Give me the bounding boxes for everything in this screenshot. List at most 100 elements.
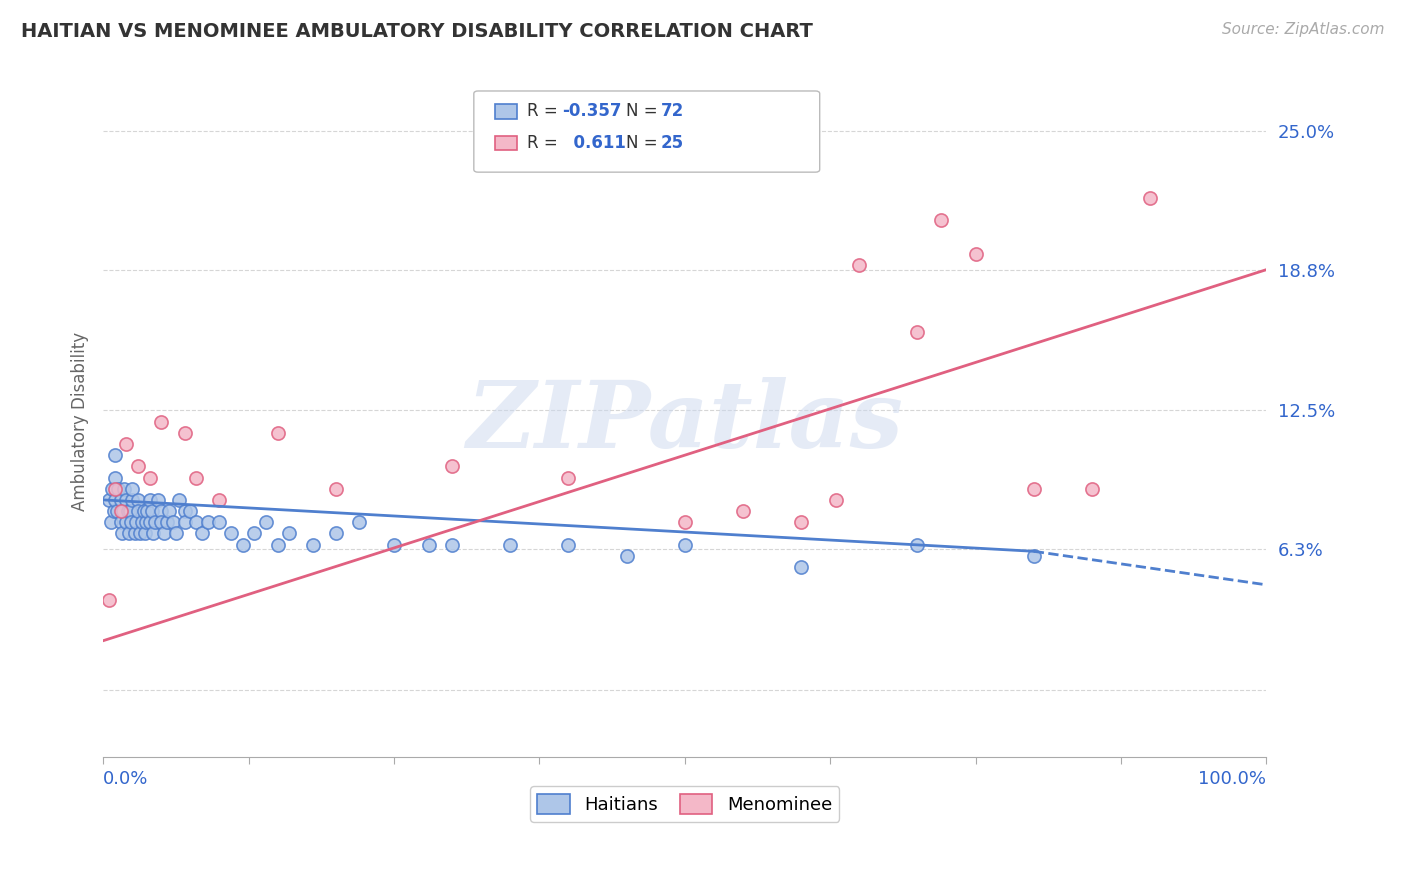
Text: 25: 25 xyxy=(661,134,683,152)
Point xyxy=(110,492,132,507)
Point xyxy=(159,504,181,518)
Point xyxy=(266,425,288,440)
Point xyxy=(243,526,266,541)
Point xyxy=(173,425,195,440)
Text: 0.0%: 0.0% xyxy=(103,771,149,789)
Point xyxy=(186,515,208,529)
Point xyxy=(557,470,579,484)
Text: -0.357: -0.357 xyxy=(562,103,621,120)
Point xyxy=(121,492,143,507)
Point xyxy=(301,538,323,552)
Text: Source: ZipAtlas.com: Source: ZipAtlas.com xyxy=(1222,22,1385,37)
Point xyxy=(266,538,288,552)
Point xyxy=(907,538,929,552)
Point xyxy=(616,549,638,563)
Point xyxy=(107,482,129,496)
Text: 100.0%: 100.0% xyxy=(1198,771,1267,789)
Point xyxy=(103,504,125,518)
Point xyxy=(441,459,464,474)
Point xyxy=(104,482,127,496)
Point xyxy=(156,515,179,529)
Point xyxy=(115,437,138,451)
Point xyxy=(173,515,195,529)
Point xyxy=(197,515,219,529)
Point xyxy=(1022,482,1045,496)
Point xyxy=(135,515,157,529)
Point xyxy=(105,504,128,518)
Point xyxy=(165,526,187,541)
Point xyxy=(347,515,370,529)
Point xyxy=(186,470,208,484)
Text: R =: R = xyxy=(527,103,564,120)
Point xyxy=(150,504,173,518)
Point xyxy=(167,492,190,507)
Point xyxy=(150,515,173,529)
Point xyxy=(110,515,132,529)
Point xyxy=(118,504,141,518)
Point xyxy=(104,448,127,462)
Point xyxy=(673,538,696,552)
Point xyxy=(97,593,120,607)
Point xyxy=(965,247,987,261)
Point xyxy=(219,526,242,541)
Point xyxy=(499,538,522,552)
Point xyxy=(208,492,231,507)
Point xyxy=(325,482,347,496)
Point xyxy=(100,515,122,529)
Point xyxy=(134,526,156,541)
Point xyxy=(127,504,149,518)
Point xyxy=(441,538,464,552)
Text: HAITIAN VS MENOMINEE AMBULATORY DISABILITY CORRELATION CHART: HAITIAN VS MENOMINEE AMBULATORY DISABILI… xyxy=(21,22,813,41)
Point xyxy=(112,482,135,496)
Point xyxy=(125,515,148,529)
Point xyxy=(232,538,254,552)
Point xyxy=(325,526,347,541)
Point xyxy=(120,515,142,529)
Point xyxy=(101,482,124,496)
Point xyxy=(191,526,214,541)
Point xyxy=(110,504,132,518)
Point xyxy=(152,526,174,541)
Point xyxy=(162,515,184,529)
Point xyxy=(127,492,149,507)
Point xyxy=(111,526,134,541)
Point xyxy=(115,515,138,529)
Point xyxy=(1139,191,1161,205)
Point xyxy=(121,482,143,496)
Point xyxy=(254,515,277,529)
Point xyxy=(790,560,813,574)
Point xyxy=(131,515,153,529)
Point xyxy=(132,504,155,518)
Text: 72: 72 xyxy=(661,103,685,120)
Point xyxy=(142,526,165,541)
Text: N =: N = xyxy=(626,134,662,152)
Point xyxy=(111,504,134,518)
Point xyxy=(117,504,139,518)
Point xyxy=(1022,549,1045,563)
Point xyxy=(278,526,301,541)
Point xyxy=(382,538,405,552)
Text: ZIPatlas: ZIPatlas xyxy=(467,376,903,467)
Point xyxy=(115,492,138,507)
Point xyxy=(129,526,152,541)
Point xyxy=(173,504,195,518)
Legend: Haitians, Menominee: Haitians, Menominee xyxy=(530,787,839,822)
Point xyxy=(907,325,929,339)
Point xyxy=(929,213,952,227)
Y-axis label: Ambulatory Disability: Ambulatory Disability xyxy=(72,332,89,511)
Point xyxy=(848,258,870,272)
Point xyxy=(673,515,696,529)
Text: R =: R = xyxy=(527,134,564,152)
Point xyxy=(104,470,127,484)
Text: N =: N = xyxy=(626,103,662,120)
Point xyxy=(825,492,848,507)
Point xyxy=(97,492,120,507)
Point xyxy=(141,504,163,518)
Point xyxy=(138,492,160,507)
Point xyxy=(118,526,141,541)
Point xyxy=(138,515,160,529)
Point xyxy=(138,470,160,484)
Point xyxy=(1081,482,1104,496)
Point xyxy=(790,515,813,529)
Point xyxy=(208,515,231,529)
